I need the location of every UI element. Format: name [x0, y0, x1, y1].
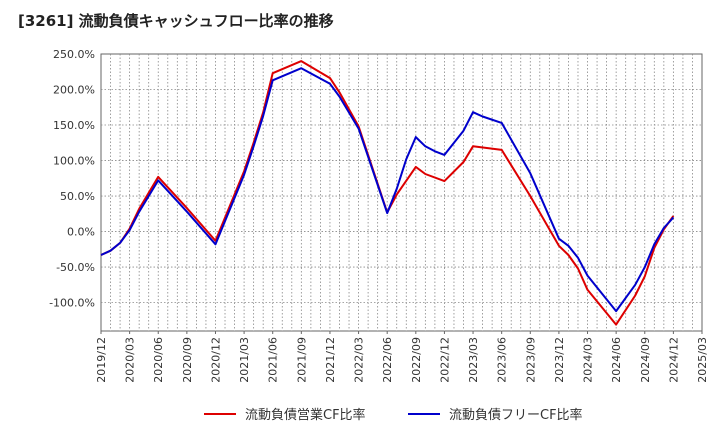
series-line-1: [100, 60, 675, 326]
y-tick-label: 50.0%: [60, 190, 95, 203]
x-tick-label: 2024/03: [582, 337, 595, 383]
x-tick-label: 2020/09: [181, 337, 194, 383]
x-tick-label: 2020/06: [152, 337, 165, 383]
y-tick-label: 250.0%: [53, 48, 95, 61]
x-tick-label: 2019/12: [95, 337, 108, 383]
x-tick-label: 2020/03: [124, 337, 137, 383]
x-tick-label: 2022/12: [438, 337, 451, 383]
series-layer: [100, 60, 675, 326]
x-tick-label: 2021/12: [324, 337, 337, 383]
x-tick-label: 2022/06: [381, 337, 394, 383]
plot-area: [100, 53, 703, 332]
y-tick-label: 200.0%: [53, 84, 95, 97]
legend-label-1: 流動負債営業CF比率: [245, 407, 366, 423]
x-tick-label: 2021/09: [295, 337, 308, 383]
legend: 流動負債営業CF比率 流動負債フリーCF比率: [204, 407, 583, 423]
x-tick-label: 2025/03: [696, 337, 709, 383]
x-tick-label: 2020/12: [209, 337, 222, 383]
series-line-2: [100, 67, 675, 313]
x-tick-label: 2021/03: [238, 337, 251, 383]
y-tick-label: -50.0%: [56, 261, 95, 274]
y-tick-label: 0.0%: [67, 226, 95, 239]
chart-title: [3261] 流動負債キャッシュフロー比率の推移: [18, 12, 334, 30]
x-tick-label: 2024/06: [610, 337, 623, 383]
x-tick-label: 2023/12: [553, 337, 566, 383]
legend-label-2: 流動負債フリーCF比率: [449, 407, 583, 423]
y-tick-label: -100.0%: [49, 297, 95, 310]
x-tick-label: 2022/09: [410, 337, 423, 383]
x-tick-label: 2024/12: [667, 337, 680, 383]
x-tick-label: 2022/03: [353, 337, 366, 383]
axis-layer: 250.0% 200.0% 150.0% 100.0% 50.0% 0.0% -50.0% -…: [49, 48, 709, 383]
x-tick-label: 2023/06: [496, 337, 509, 383]
grid-layer: [100, 53, 703, 332]
x-tick-label: 2024/09: [639, 337, 652, 383]
x-tick-label: 2023/03: [467, 337, 480, 383]
x-tick-label: 2023/09: [524, 337, 537, 383]
x-tick-label: 2021/06: [267, 337, 280, 383]
y-tick-label: 150.0%: [53, 119, 95, 132]
y-tick-label: 100.0%: [53, 155, 95, 168]
